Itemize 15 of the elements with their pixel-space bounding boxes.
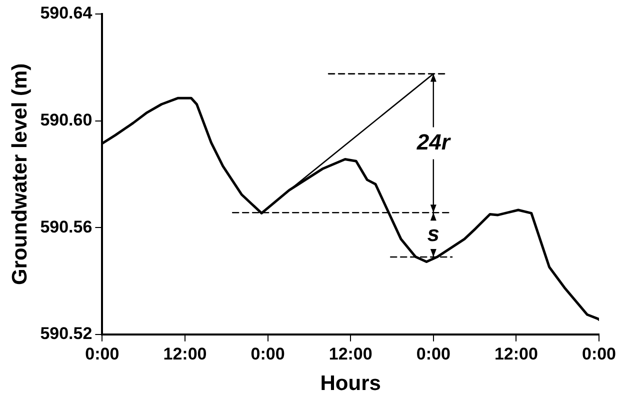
x-tick-label: 12:00 xyxy=(163,344,207,364)
y-tick-label: 590.60 xyxy=(40,110,92,130)
x-tick-label: 0:00 xyxy=(85,344,120,364)
x-tick-label: 12:00 xyxy=(328,344,372,364)
annotation: s xyxy=(427,220,440,246)
x-tick-label: 0:00 xyxy=(582,344,616,364)
x-tick-label: 0:00 xyxy=(416,344,450,364)
y-axis-title: Groundwater level (m) xyxy=(8,63,32,286)
x-axis-title: Hours xyxy=(320,372,381,396)
annotation: 24r xyxy=(416,129,452,154)
y-tick-label: 590.56 xyxy=(40,217,92,236)
y-tick-label: 590.52 xyxy=(40,324,92,344)
x-tick-label: 0:00 xyxy=(250,344,285,364)
y-tick-label: 590.64 xyxy=(40,4,93,23)
x-tick-label: 12:00 xyxy=(494,344,538,364)
